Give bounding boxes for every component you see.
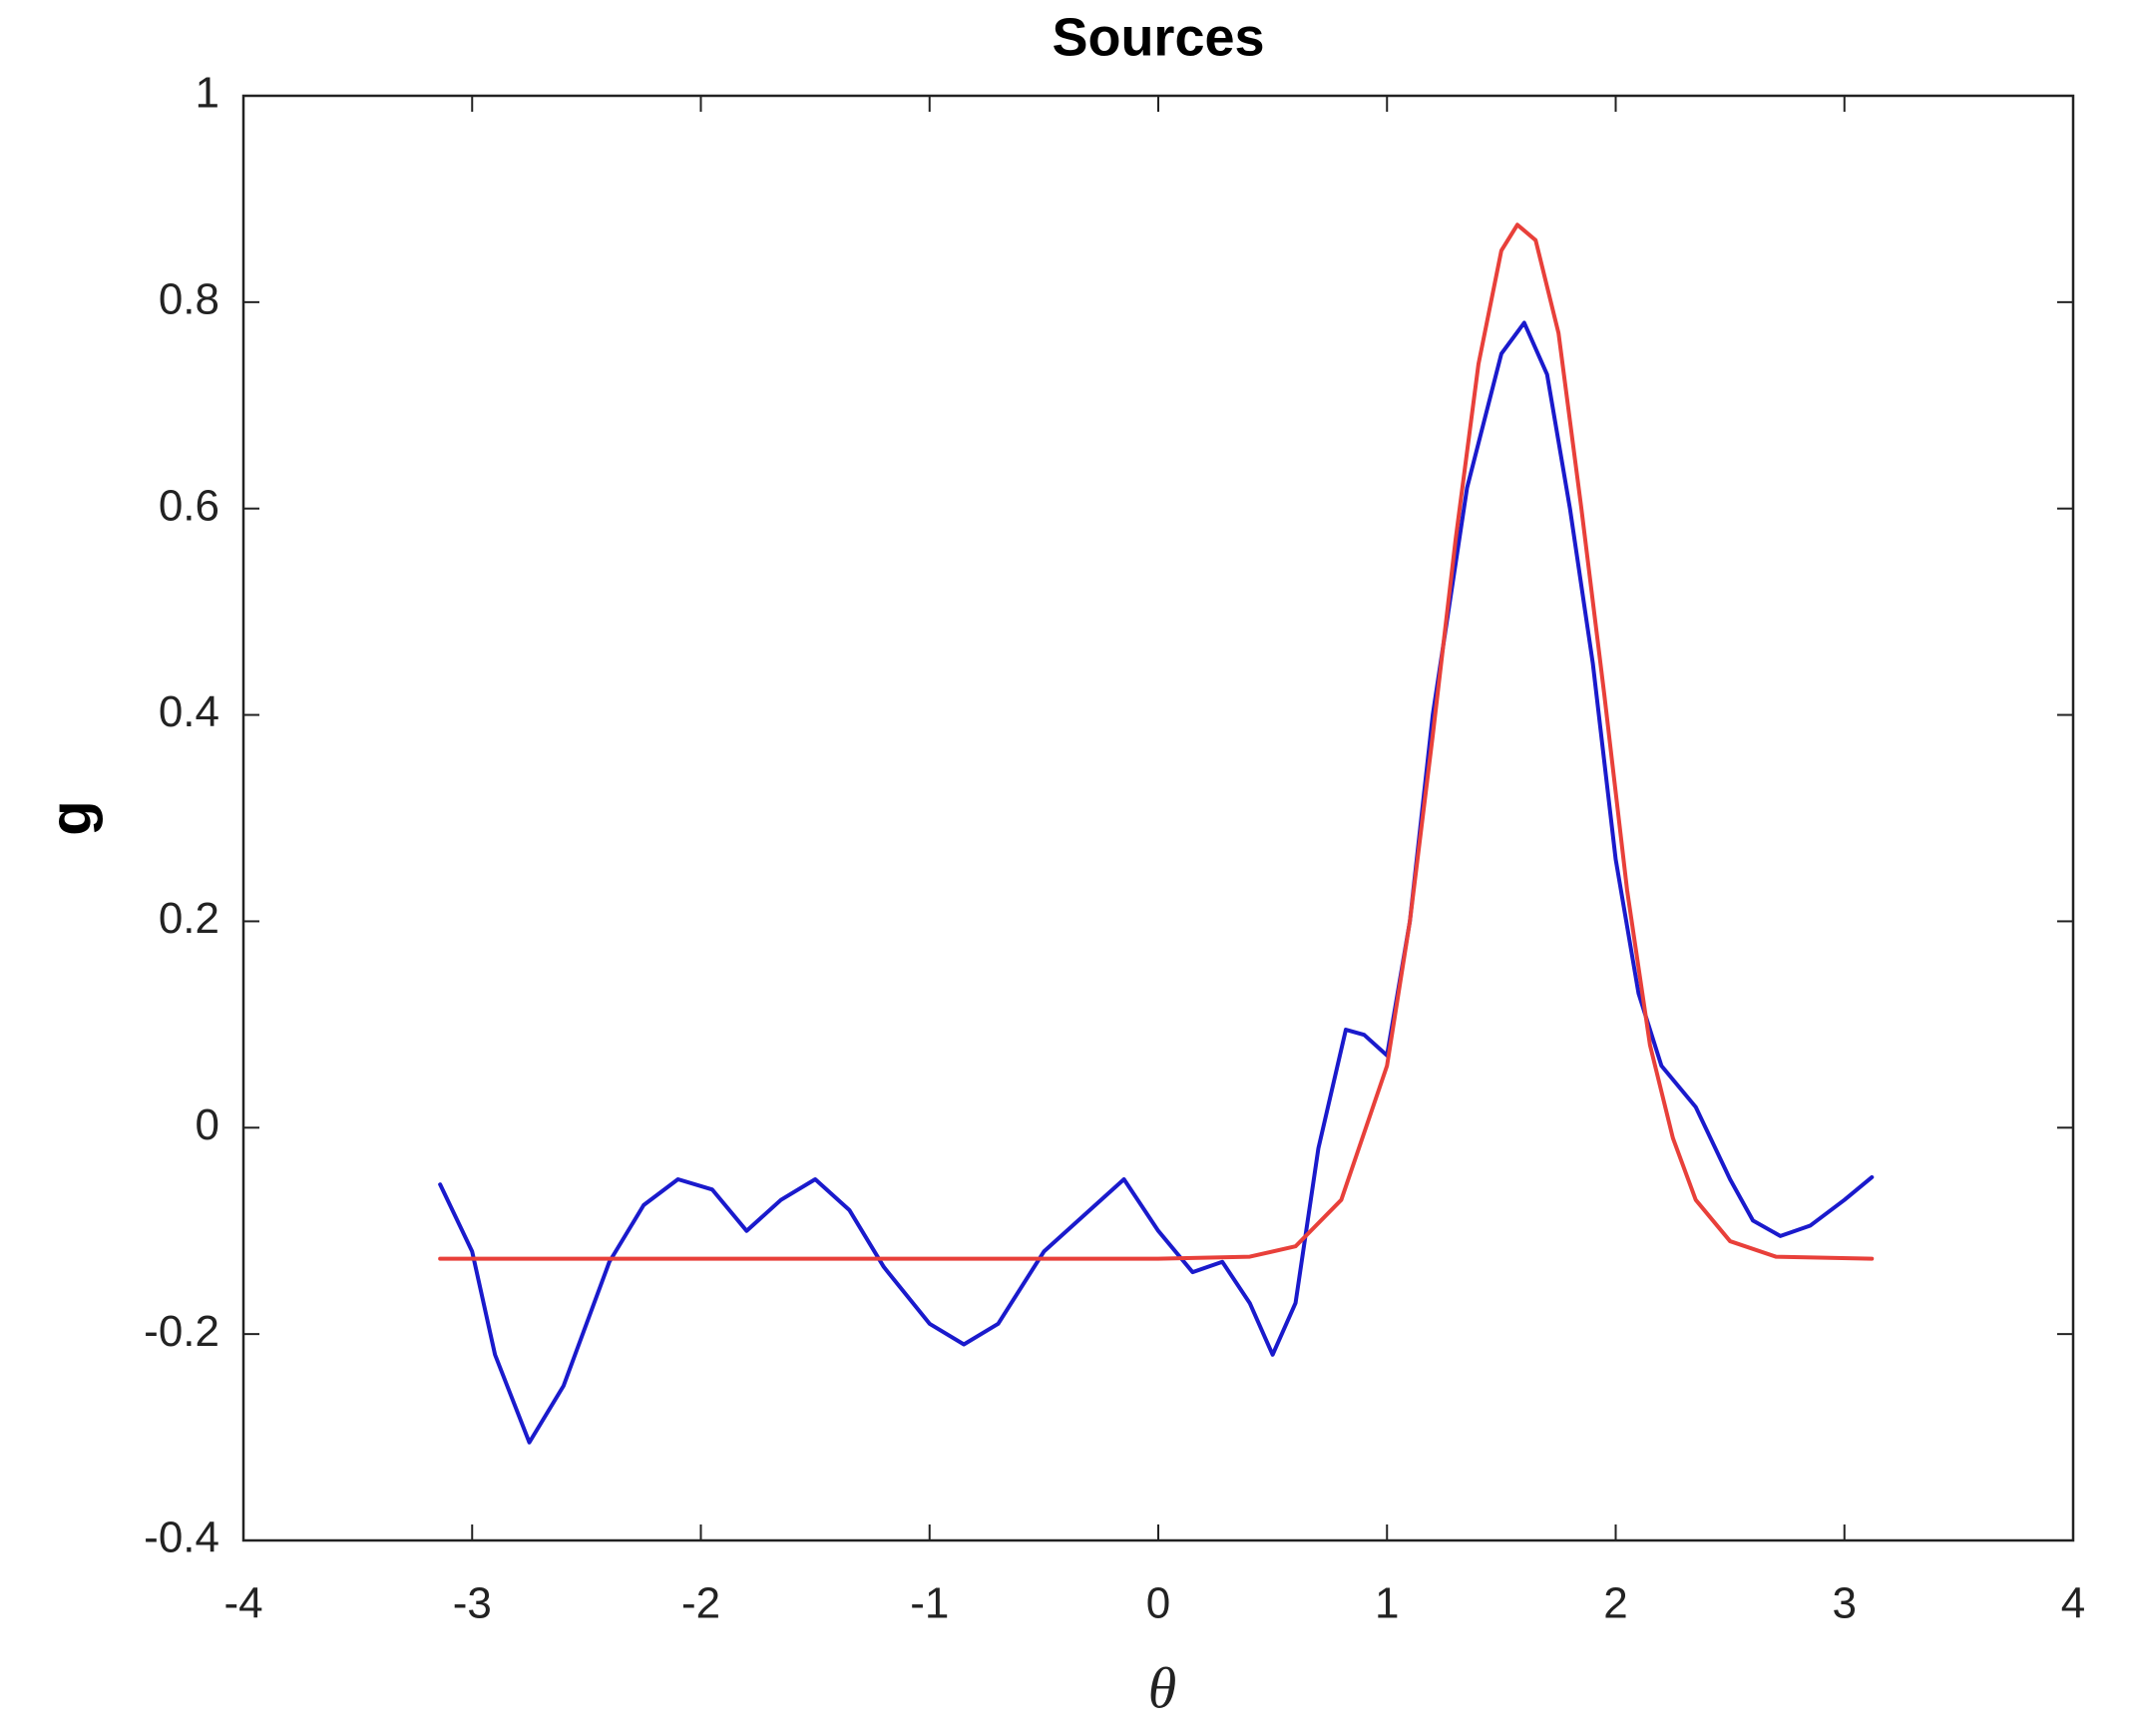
y-tick-label: -0.2 — [144, 1307, 219, 1356]
series-line — [438, 320, 1875, 1445]
plot-frame — [241, 94, 2075, 1542]
x-tick-label: -3 — [453, 1579, 492, 1628]
y-tick-label: 0.4 — [159, 687, 219, 736]
x-tick-label: 1 — [1375, 1579, 1399, 1628]
x-tick-label: 3 — [1833, 1579, 1857, 1628]
y-tick-label: 1 — [196, 69, 219, 118]
y-tick-label: 0.2 — [159, 894, 219, 943]
x-tick-label: -2 — [681, 1579, 720, 1628]
chart-title: Sources — [1052, 7, 1264, 67]
y-tick-label: 0.6 — [159, 481, 219, 530]
x-tick-label: 2 — [1603, 1579, 1627, 1628]
x-tick-label: -4 — [223, 1579, 262, 1628]
y-tick-label: 0.8 — [159, 274, 219, 323]
x-tick-label: -1 — [910, 1579, 949, 1628]
x-axis-label: θ — [1148, 1655, 1177, 1720]
series-line — [438, 222, 1875, 1261]
y-tick-label: -0.4 — [144, 1514, 219, 1562]
y-axis-label: g — [38, 800, 103, 835]
x-tick-label: 4 — [2061, 1579, 2085, 1628]
x-tick-label: 0 — [1146, 1579, 1170, 1628]
y-tick-label: 0 — [196, 1100, 219, 1149]
